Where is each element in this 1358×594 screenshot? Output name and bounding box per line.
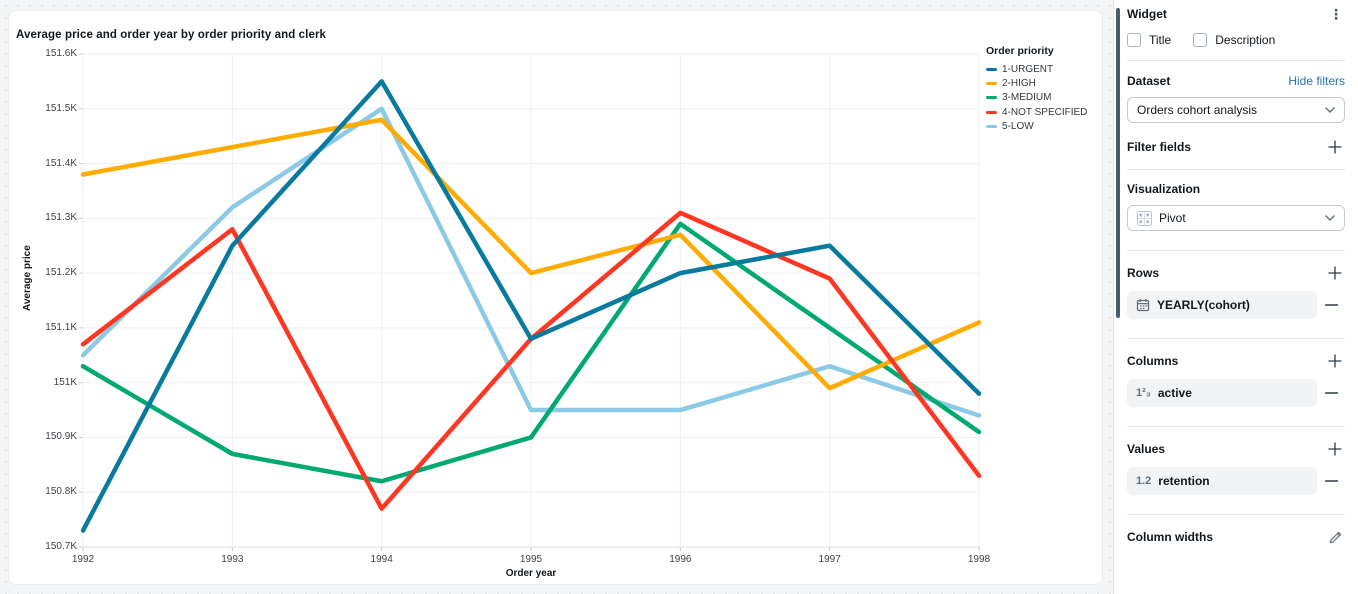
y-axis-tick-label: 151.4K xyxy=(45,157,77,169)
dataset-select[interactable]: Orders cohort analysis xyxy=(1127,97,1345,123)
y-axis-tick-label: 150.7K xyxy=(45,541,77,552)
add-filter-field-button[interactable] xyxy=(1325,137,1345,157)
integer-type-icon: 1²₃ xyxy=(1136,387,1151,399)
y-axis-tick-label: 151.2K xyxy=(45,267,77,279)
description-checkbox-label: Description xyxy=(1215,33,1276,47)
legend-item[interactable]: 5-LOW xyxy=(986,119,1087,133)
hide-filters-link[interactable]: Hide filters xyxy=(1288,74,1345,88)
values-field-label: retention xyxy=(1158,474,1210,488)
x-axis-tick-label: 1996 xyxy=(669,554,692,565)
title-checkbox[interactable] xyxy=(1127,33,1141,47)
rows-field-pill[interactable]: YEARLY(cohort) xyxy=(1127,291,1317,319)
add-column-field-button[interactable] xyxy=(1325,351,1345,371)
plus-icon xyxy=(1328,140,1342,154)
visualization-selected-value: Pivot xyxy=(1159,211,1186,225)
dataset-section-label: Dataset xyxy=(1127,74,1171,88)
x-axis-title: Order year xyxy=(505,568,557,579)
widget-config-panel: Widget ⋮ Title Description Dataset Hide … xyxy=(1113,0,1358,594)
series-line-5-low xyxy=(80,106,982,418)
series-line-2-high xyxy=(80,117,982,391)
y-axis-tick-label: 150.9K xyxy=(45,431,77,443)
legend-title: Order priority xyxy=(986,45,1054,57)
add-value-field-button[interactable] xyxy=(1325,439,1345,459)
dataset-selected-value: Orders cohort analysis xyxy=(1137,103,1258,117)
minus-icon xyxy=(1324,480,1338,482)
chevron-down-icon xyxy=(1325,215,1335,221)
columns-field-pill[interactable]: 1²₃ active xyxy=(1127,379,1317,407)
visualization-select[interactable]: Pivot xyxy=(1127,205,1345,231)
filter-fields-section-label: Filter fields xyxy=(1127,140,1192,154)
columns-section-label: Columns xyxy=(1127,354,1179,368)
x-axis-tick-label: 1993 xyxy=(221,554,244,565)
chevron-down-icon xyxy=(1325,107,1335,113)
legend-swatch xyxy=(986,124,997,128)
calendar-icon xyxy=(1136,299,1150,312)
legend-item[interactable]: 1-URGENT xyxy=(986,62,1087,76)
y-axis-tick-label: 151.6K xyxy=(45,48,77,59)
chart-legend: Order priority 1-URGENT 2-HIGH 3-MEDIUM 4-N… xyxy=(986,45,1087,133)
legend-item[interactable]: 4-NOT SPECIFIED xyxy=(986,105,1087,119)
panel-title: Widget xyxy=(1127,7,1167,21)
legend-item[interactable]: 3-MEDIUM xyxy=(986,91,1087,105)
legend-swatch xyxy=(986,110,997,114)
y-axis-tick-label: 150.8K xyxy=(45,486,77,498)
legend-items: 1-URGENT 2-HIGH 3-MEDIUM 4-NOT SPECIFIED 5-L… xyxy=(986,62,1087,133)
decimal-type-icon: 1.2 xyxy=(1136,475,1152,487)
series-line-3-medium xyxy=(80,221,982,484)
legend-label: 4-NOT SPECIFIED xyxy=(1002,106,1088,118)
chart-widget-card[interactable]: Average price and order year by order pr… xyxy=(8,10,1103,585)
remove-values-field-button[interactable] xyxy=(1317,467,1345,495)
y-axis-title: Average price xyxy=(22,245,33,311)
description-checkbox[interactable] xyxy=(1193,33,1208,47)
legend-label: 2-HIGH xyxy=(1002,77,1036,89)
plus-icon xyxy=(1328,354,1342,368)
pencil-icon xyxy=(1329,531,1341,543)
column-widths-section-label: Column widths xyxy=(1127,530,1213,544)
legend-item[interactable]: 2-HIGH xyxy=(986,76,1087,90)
values-section-label: Values xyxy=(1127,442,1166,456)
series-line-1-urgent xyxy=(80,79,982,533)
plus-icon xyxy=(1328,442,1342,456)
x-axis-tick-label: 1992 xyxy=(71,554,95,565)
values-field-pill[interactable]: 1.2 retention xyxy=(1127,467,1317,495)
legend-swatch xyxy=(986,96,997,100)
edit-column-widths-button[interactable] xyxy=(1325,527,1345,547)
x-axis-tick-label: 1995 xyxy=(519,554,543,565)
x-axis-tick-label: 1998 xyxy=(967,554,991,565)
pivot-table-icon xyxy=(1137,210,1152,226)
panel-scrollbar[interactable] xyxy=(1116,8,1120,318)
x-axis-tick-label: 1994 xyxy=(370,554,393,565)
title-checkbox-label: Title xyxy=(1149,33,1172,47)
legend-label: 3-MEDIUM xyxy=(1002,92,1052,104)
legend-label: 5-LOW xyxy=(1002,120,1034,132)
minus-icon xyxy=(1324,392,1338,394)
x-axis-tick-label: 1997 xyxy=(818,554,841,565)
rows-section-label: Rows xyxy=(1127,266,1160,280)
y-axis-tick-label: 151.5K xyxy=(45,102,77,114)
plus-icon xyxy=(1328,266,1342,280)
visualization-section-label: Visualization xyxy=(1127,182,1201,196)
y-axis-tick-label: 151K xyxy=(53,376,77,388)
line-chart xyxy=(79,53,982,551)
legend-swatch xyxy=(986,81,997,85)
y-axis-tick-label: 151.3K xyxy=(45,212,77,224)
columns-field-label: active xyxy=(1157,386,1192,400)
add-row-field-button[interactable] xyxy=(1325,263,1345,283)
legend-label: 1-URGENT xyxy=(1002,63,1054,75)
chart-title: Average price and order year by order pr… xyxy=(16,29,327,41)
rows-field-label: YEARLY(cohort) xyxy=(1157,298,1250,312)
y-axis-tick-label: 151.1K xyxy=(45,321,77,333)
legend-swatch xyxy=(986,67,997,71)
kebab-menu-icon[interactable]: ⋮ xyxy=(1329,5,1343,22)
minus-icon xyxy=(1324,304,1338,306)
remove-columns-field-button[interactable] xyxy=(1317,379,1345,407)
remove-rows-field-button[interactable] xyxy=(1317,291,1345,319)
